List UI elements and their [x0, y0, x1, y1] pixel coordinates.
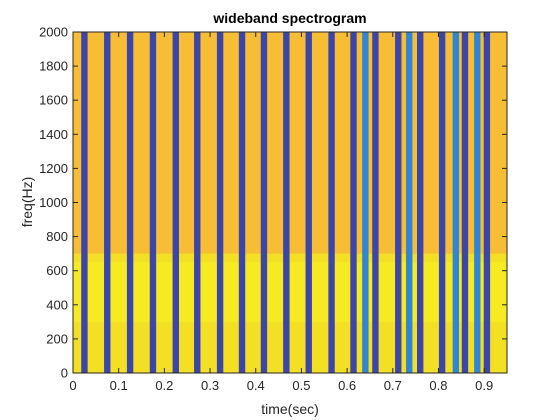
x-tick-label: 0.2: [155, 378, 173, 393]
dark-stripe: [395, 32, 402, 373]
dark-stripe: [350, 32, 357, 373]
dark-stripe: [172, 32, 179, 373]
chart-title: wideband spectrogram: [212, 10, 366, 26]
dark-stripe: [238, 32, 246, 373]
y-tick-label: 400: [46, 297, 68, 312]
plot-area: [73, 32, 507, 373]
axes-box: [72, 31, 508, 374]
y-tick-label: 0: [61, 366, 68, 381]
bright-frequency-band: [73, 262, 507, 322]
y-tick-label: 600: [46, 263, 68, 278]
x-tick-label: 0.8: [429, 378, 447, 393]
dark-stripe: [328, 32, 335, 373]
x-tick-label: 0.1: [110, 378, 128, 393]
y-tick-label: 1600: [39, 93, 68, 108]
y-tick-label: 200: [46, 331, 68, 346]
dark-stripe: [438, 32, 446, 373]
x-tick-label: 0.7: [384, 378, 402, 393]
dark-stripe: [372, 32, 379, 373]
axis-ticks: 0 0.1 0.2 0.3 0.4 0.5 0.6 0.7 0.8 0.9 0 200 400 600 80…: [39, 25, 507, 393]
x-tick-label: 0: [69, 378, 76, 393]
dark-stripe: [216, 32, 224, 373]
dark-stripe: [417, 32, 424, 373]
light-stripe: [452, 32, 460, 373]
y-tick-label: 1200: [39, 161, 68, 176]
dark-stripe: [461, 32, 469, 373]
dark-stripe: [260, 32, 268, 373]
y-tick-label: 1800: [39, 59, 68, 74]
x-tick-label: 0.6: [338, 378, 356, 393]
dark-stripe: [283, 32, 290, 373]
y-tick-label: 1400: [39, 127, 68, 142]
dark-stripe: [483, 32, 491, 373]
y-axis-label: freq(Hz): [19, 177, 35, 228]
light-stripe: [474, 32, 481, 373]
dark-stripe: [305, 32, 312, 373]
dark-stripe: [104, 32, 111, 373]
dark-stripe: [126, 32, 134, 373]
light-stripe: [406, 32, 413, 373]
x-tick-label: 0.5: [292, 378, 310, 393]
dark-stripe: [194, 32, 201, 373]
x-tick-label: 0.3: [201, 378, 219, 393]
dark-stripe: [149, 32, 157, 373]
y-tick-label: 2000: [39, 25, 68, 40]
light-stripe: [362, 32, 369, 373]
dark-stripe: [81, 32, 88, 373]
y-tick-label: 1000: [39, 195, 68, 210]
y-tick-label: 800: [46, 229, 68, 244]
x-tick-label: 0.4: [247, 378, 265, 393]
x-tick-label: 0.9: [475, 378, 493, 393]
x-axis-label: time(sec): [261, 401, 319, 417]
